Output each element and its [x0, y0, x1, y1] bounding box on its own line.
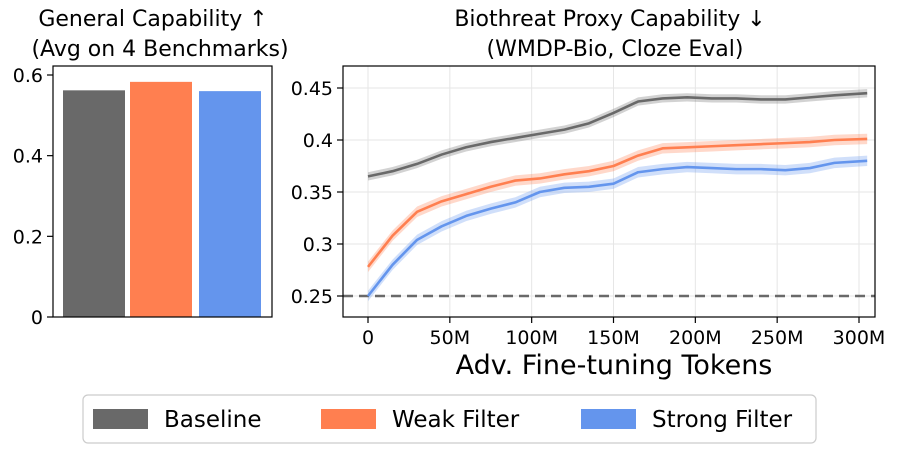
legend-box — [82, 394, 817, 444]
right-ytick-label: 0.45 — [291, 78, 333, 100]
right-confidence-bands — [368, 89, 868, 302]
left-ytick-label: 0.2 — [13, 226, 43, 248]
x-axis-label: Adv. Fine-tuning Tokens — [456, 350, 773, 381]
legend: Baseline Weak Filter Strong Filter — [82, 394, 817, 444]
right-ytick-label: 0.3 — [303, 234, 333, 256]
left-ytick-label: 0.6 — [13, 65, 43, 87]
legend-swatch-strong-filter — [581, 409, 636, 429]
general-capability-panel: General Capability ↑ (Avg on 4 Benchmark… — [13, 7, 289, 329]
right-x-axis: 0 50M 100M 150M 200M 250M 300M — [362, 317, 885, 349]
right-xtick-label: 150M — [587, 327, 640, 349]
right-ytick-label: 0.35 — [291, 182, 333, 204]
line-weak-filter — [366, 137, 868, 268]
left-title-line2: (Avg on 4 Benchmarks) — [31, 37, 288, 62]
right-title-line1: Biothreat Proxy Capability ↓ — [454, 7, 765, 32]
right-ytick-label: 0.4 — [303, 130, 333, 152]
right-gridlines — [343, 66, 875, 317]
right-xtick-label: 200M — [669, 327, 722, 349]
legend-label-baseline: Baseline — [164, 407, 262, 433]
legend-label-strong-filter: Strong Filter — [652, 407, 793, 433]
right-series-lines — [366, 91, 868, 297]
right-xtick-label: 100M — [505, 327, 558, 349]
right-y-axis: 0.25 0.3 0.35 0.4 0.45 — [291, 78, 343, 308]
bar-strong-filter — [199, 91, 261, 317]
bar-baseline — [63, 90, 125, 318]
band-strong-filter — [368, 155, 868, 302]
biothreat-proxy-panel: Biothreat Proxy Capability ↓ (WMDP-Bio, … — [291, 7, 886, 381]
legend-label-weak-filter: Weak Filter — [392, 407, 520, 433]
line-strong-filter — [366, 159, 868, 297]
left-plot-frame — [52, 65, 273, 318]
right-xtick-label: 300M — [833, 327, 886, 349]
line-baseline — [367, 91, 868, 178]
left-ytick-label: 0 — [31, 307, 43, 329]
band-weak-filter — [368, 133, 868, 273]
right-title-line2: (WMDP-Bio, Cloze Eval) — [487, 37, 744, 62]
band-baseline — [368, 89, 868, 181]
right-xtick-label: 0 — [362, 327, 374, 349]
left-ytick-label: 0.4 — [13, 146, 43, 168]
legend-swatch-baseline — [93, 409, 148, 429]
right-xtick-label: 50M — [430, 327, 471, 349]
right-ytick-label: 0.25 — [291, 286, 333, 308]
legend-swatch-weak-filter — [321, 409, 376, 429]
right-xtick-label: 250M — [751, 327, 804, 349]
left-y-axis: 0 0.2 0.4 0.6 — [13, 65, 53, 329]
right-plot-frame — [342, 65, 876, 318]
left-title-line1: General Capability ↑ — [38, 7, 267, 32]
bar-weak-filter — [130, 81, 192, 318]
left-bars — [63, 81, 261, 318]
